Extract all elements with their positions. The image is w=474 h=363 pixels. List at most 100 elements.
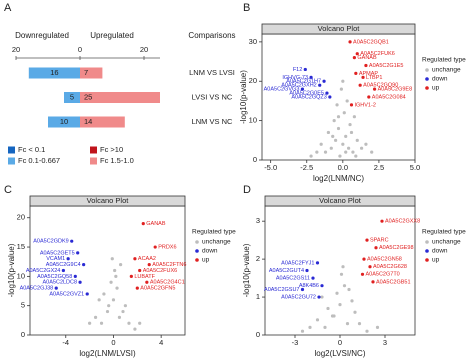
point-label: A0A5C2GQB1 [353, 39, 389, 45]
point-label: ACAA2 [138, 256, 156, 262]
legend-marker [425, 240, 429, 244]
point-label: A0A5C2GU72 [281, 295, 316, 301]
point [115, 286, 119, 290]
point-label: VCAM1 [46, 256, 65, 262]
point [362, 257, 366, 261]
point [105, 309, 110, 314]
bar [80, 92, 160, 103]
point-label: A0A5C2LDC8 [43, 280, 78, 286]
point [114, 274, 118, 278]
column-header: Upregulated [90, 31, 134, 40]
y-axis-label: -log10(p-value) [239, 70, 248, 124]
point [111, 298, 116, 302]
point [345, 322, 350, 326]
x-tick-label: 0 [111, 338, 115, 347]
title-strip [29, 195, 186, 207]
y-tick-label: 15 [17, 242, 25, 251]
title-strip [261, 23, 416, 35]
point-label: A0A5C2GET5 [40, 250, 75, 256]
point [147, 263, 151, 267]
point [370, 150, 374, 154]
point [78, 280, 82, 284]
point [102, 292, 106, 296]
point [347, 146, 351, 150]
point-label: A0A5C2G9E8 [378, 87, 413, 93]
bar-value-label: 14 [84, 117, 92, 126]
x-tick-label: 5.0 [410, 163, 420, 172]
bar-value-label: 16 [50, 68, 58, 77]
bar-value-label: 25 [84, 92, 92, 101]
legend-marker [425, 258, 429, 262]
point [358, 83, 362, 87]
legend-label: Fc >10 [100, 145, 123, 154]
legend-title: Regulated type [422, 57, 466, 64]
legend-label: Fc < 0.1 [18, 145, 45, 154]
point [326, 306, 330, 311]
point-label: A0A5C2G9C4 [46, 262, 81, 268]
point-label: A0A5C2G1E5 [369, 63, 404, 69]
panel-label: C [4, 184, 12, 196]
x-tick-label: -3 [292, 338, 299, 347]
point [326, 130, 330, 135]
x-tick-label: -5.0 [264, 163, 277, 172]
point [322, 79, 326, 83]
legend-swatch [8, 146, 15, 154]
point [345, 99, 349, 103]
point [303, 67, 307, 72]
point [141, 221, 145, 226]
bar-value-label: 5 [70, 92, 74, 101]
point [319, 142, 323, 146]
legend-marker [195, 258, 199, 262]
x-tick-label: 3 [383, 338, 387, 347]
bar [80, 116, 125, 128]
x-tick-label: 0 [338, 338, 342, 347]
point [367, 95, 371, 99]
point-label: A0A5C2GQ58 [37, 274, 72, 280]
category-label: LNM VS NC [192, 117, 233, 126]
point [338, 303, 342, 307]
point [88, 321, 92, 325]
point [364, 63, 368, 68]
point [355, 138, 359, 142]
point [129, 274, 133, 278]
point-label: A0A5C2G0E5 [289, 91, 324, 97]
point [315, 318, 320, 322]
point [341, 265, 345, 269]
plot-area [261, 33, 416, 161]
point-label: A0A5C2GFN5 [140, 286, 175, 292]
bar-value-label: 7 [84, 68, 88, 77]
y-tick-label: 3 [256, 216, 260, 225]
point [119, 263, 123, 267]
point [374, 246, 378, 250]
point [320, 284, 324, 288]
x-axis-label: log2(LVSI/NC) [315, 349, 366, 358]
point [349, 103, 354, 107]
point [153, 245, 157, 249]
point [352, 115, 356, 119]
legend-swatch [90, 157, 97, 165]
point-label: A0A5C2FYJ1 [281, 260, 314, 266]
bar [64, 92, 80, 103]
point [375, 325, 380, 330]
legend-label: unchange [432, 239, 461, 246]
legend-label: Fc 0.1-0.667 [18, 156, 60, 165]
column-header: Downregulated [15, 31, 69, 40]
point [344, 134, 348, 138]
point [135, 286, 139, 290]
point [361, 75, 365, 79]
y-tick-label: 30 [249, 37, 257, 46]
y-axis-label: -log10(p-value) [242, 243, 251, 297]
point-label: A0A5C2GVZ1 [49, 291, 84, 297]
point [309, 75, 313, 79]
point-label: A0A5C2GQZ3 [291, 94, 326, 100]
point [334, 138, 338, 142]
y-tick-label: 0 [256, 330, 260, 339]
point-label: APMAP [359, 71, 379, 77]
point-label: A0A5C2GVG3 [264, 87, 300, 93]
point-label: A0A5C2GDK9 [33, 239, 68, 245]
point-label: A0A5C2GSU7 [264, 287, 299, 293]
point [341, 79, 345, 83]
y-tick-label: 20 [17, 213, 25, 222]
point-label: A0A5C2G7T0 [366, 272, 400, 278]
y-tick-label: 1 [256, 292, 260, 301]
